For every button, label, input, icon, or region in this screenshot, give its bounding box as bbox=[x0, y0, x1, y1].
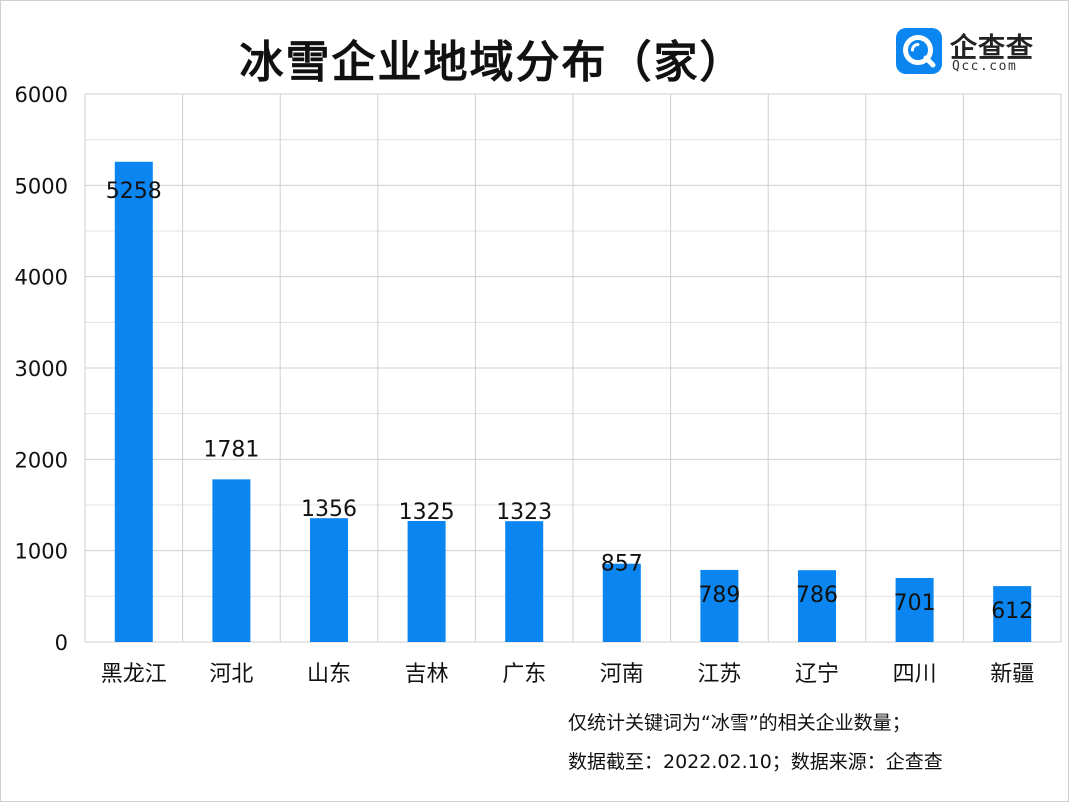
data-label: 1356 bbox=[301, 497, 357, 522]
x-tick-label: 河北 bbox=[209, 662, 253, 687]
bar bbox=[993, 586, 1032, 642]
x-tick-label: 广东 bbox=[502, 662, 546, 687]
x-tick-label: 吉林 bbox=[405, 662, 449, 687]
axis-labels: 0 1000 2000 3000 4000 5000 6000 黑龙江 河北 山东 吉林 广东 河南 江苏… bbox=[15, 83, 1035, 687]
qcc-logo-icon bbox=[896, 28, 942, 74]
y-tick-label: 3000 bbox=[15, 357, 68, 381]
footer-source: 数据截至：2022.02.10；数据来源：企查查 bbox=[568, 751, 943, 773]
data-label: 786 bbox=[796, 583, 838, 608]
data-label: 789 bbox=[698, 583, 740, 608]
x-tick-label: 河南 bbox=[600, 662, 644, 687]
data-label: 857 bbox=[601, 552, 643, 577]
data-labels: 5258 1781 1356 1325 1323 857 789 786 701 612 bbox=[106, 179, 1033, 624]
logo-name: 企查查 bbox=[950, 33, 1034, 64]
bar bbox=[602, 563, 641, 642]
y-tick-label: 2000 bbox=[15, 448, 68, 472]
bar bbox=[114, 161, 153, 642]
x-tick-label: 山东 bbox=[307, 662, 351, 687]
x-tick-label: 江苏 bbox=[697, 662, 741, 687]
data-label: 5258 bbox=[106, 179, 162, 204]
x-tick-label: 四川 bbox=[893, 662, 937, 687]
y-tick-label: 4000 bbox=[15, 266, 68, 290]
data-label: 701 bbox=[894, 591, 936, 616]
data-label: 1781 bbox=[203, 437, 259, 462]
data-label: 612 bbox=[991, 599, 1033, 624]
y-tick-label: 0 bbox=[55, 631, 68, 655]
x-tick-label: 辽宁 bbox=[795, 662, 839, 687]
bar bbox=[700, 569, 739, 642]
logo-url: Qcc.com bbox=[952, 59, 1018, 74]
data-label: 1325 bbox=[399, 500, 455, 525]
y-tick-label: 5000 bbox=[15, 174, 68, 198]
chart-title: 冰雪企业地域分布（家） bbox=[239, 37, 746, 88]
bar bbox=[895, 577, 934, 642]
bars bbox=[114, 161, 1032, 642]
bar-chart: 5258 1781 1356 1325 1323 857 789 786 701 612 0 100… bbox=[15, 83, 1062, 687]
bar bbox=[310, 518, 348, 642]
bar bbox=[505, 521, 544, 642]
x-tick-label: 黑龙江 bbox=[101, 662, 167, 687]
qcc-logo: 企查查 Qcc.com bbox=[896, 28, 1066, 78]
bar bbox=[212, 479, 251, 642]
y-tick-label: 6000 bbox=[15, 83, 68, 107]
data-label: 1323 bbox=[496, 500, 552, 525]
bar bbox=[407, 520, 446, 642]
bar bbox=[798, 570, 836, 642]
y-tick-label: 1000 bbox=[15, 540, 68, 564]
footer-note: 仅统计关键词为“冰雪”的相关企业数量； bbox=[568, 712, 911, 734]
x-tick-label: 新疆 bbox=[990, 662, 1034, 687]
